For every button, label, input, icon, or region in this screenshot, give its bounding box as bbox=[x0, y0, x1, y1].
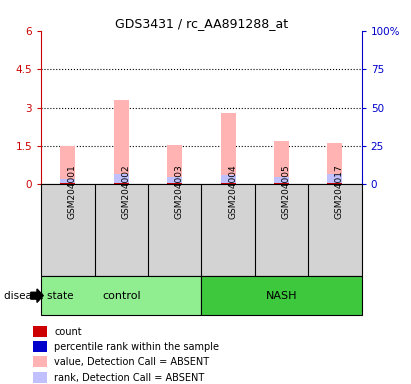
Text: rank, Detection Call = ABSENT: rank, Detection Call = ABSENT bbox=[54, 373, 205, 383]
Bar bbox=[274, 141, 289, 184]
Text: GSM204003: GSM204003 bbox=[175, 164, 184, 219]
Bar bbox=[221, 113, 236, 184]
Text: GSM204005: GSM204005 bbox=[282, 164, 291, 219]
Bar bbox=[221, 175, 236, 184]
Bar bbox=[33, 356, 46, 367]
Bar bbox=[114, 174, 129, 184]
Bar bbox=[328, 182, 342, 184]
Text: GSM204004: GSM204004 bbox=[228, 164, 237, 219]
Bar bbox=[41, 276, 201, 315]
Bar bbox=[60, 146, 75, 184]
Text: NASH: NASH bbox=[266, 291, 297, 301]
Text: control: control bbox=[102, 291, 141, 301]
Bar bbox=[274, 182, 289, 184]
Text: GSM204001: GSM204001 bbox=[68, 164, 77, 219]
Title: GDS3431 / rc_AA891288_at: GDS3431 / rc_AA891288_at bbox=[115, 17, 288, 30]
Bar bbox=[60, 179, 75, 184]
Text: percentile rank within the sample: percentile rank within the sample bbox=[54, 342, 219, 352]
Bar bbox=[328, 143, 342, 184]
Bar bbox=[167, 177, 182, 184]
Bar bbox=[33, 326, 46, 337]
Text: value, Detection Call = ABSENT: value, Detection Call = ABSENT bbox=[54, 358, 210, 367]
Text: disease state: disease state bbox=[4, 291, 74, 301]
Bar bbox=[114, 100, 129, 184]
Text: GSM204017: GSM204017 bbox=[335, 164, 344, 219]
Bar bbox=[221, 182, 236, 184]
Bar bbox=[274, 177, 289, 184]
Bar bbox=[328, 174, 342, 184]
Bar bbox=[33, 372, 46, 383]
Text: count: count bbox=[54, 327, 82, 337]
Bar bbox=[167, 182, 182, 184]
Bar bbox=[60, 182, 75, 184]
Bar bbox=[33, 341, 46, 352]
Text: GSM204002: GSM204002 bbox=[121, 164, 130, 219]
Bar bbox=[114, 182, 129, 184]
Bar bbox=[167, 145, 182, 184]
Bar bbox=[201, 276, 362, 315]
